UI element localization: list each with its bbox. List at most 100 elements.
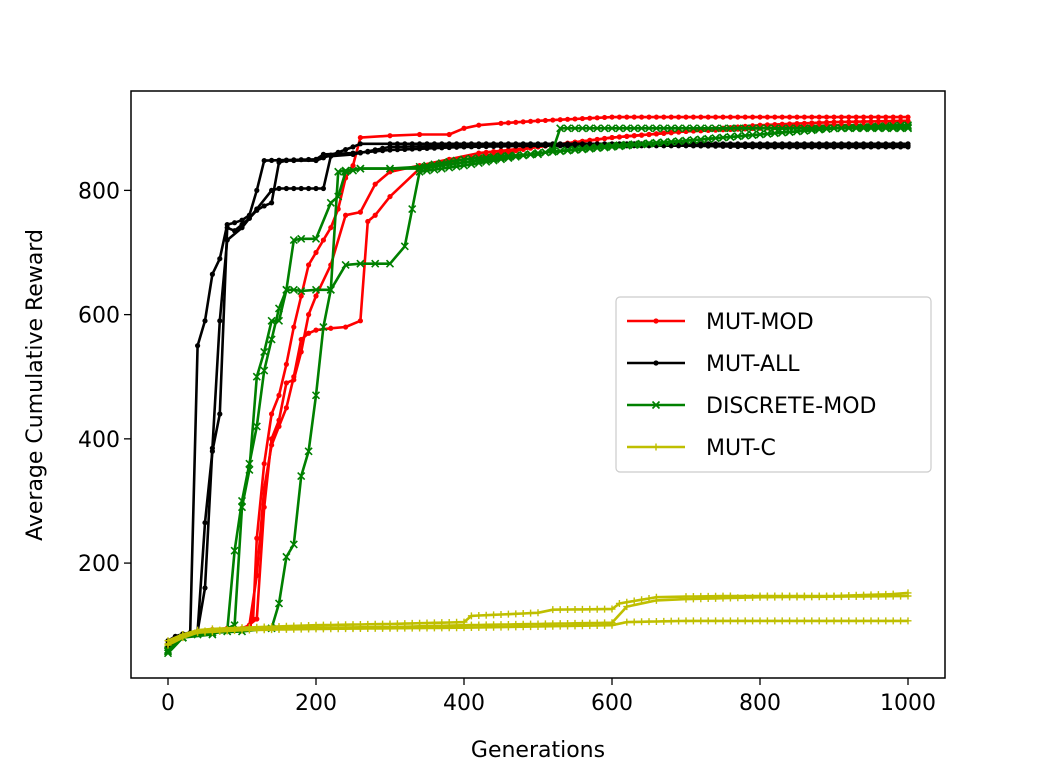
data-point <box>179 634 187 642</box>
data-point <box>837 124 846 133</box>
data-point <box>867 592 875 600</box>
data-point <box>276 392 282 398</box>
data-point <box>750 144 756 150</box>
data-point <box>794 114 800 120</box>
data-point <box>528 143 534 149</box>
data-point <box>283 157 289 164</box>
data-point <box>705 114 711 120</box>
legend-marker <box>651 400 661 410</box>
data-point <box>646 114 652 120</box>
data-point <box>556 147 565 156</box>
data-point <box>565 116 571 122</box>
data-point <box>513 119 519 125</box>
data-point <box>342 625 350 633</box>
data-point <box>311 391 321 400</box>
data-point <box>809 144 815 150</box>
data-point <box>372 181 378 187</box>
data-point <box>476 143 482 149</box>
data-point <box>674 124 683 133</box>
data-point <box>661 130 667 136</box>
data-point <box>749 617 757 625</box>
data-point <box>778 617 786 625</box>
data-point <box>779 144 785 150</box>
data-point <box>164 641 172 649</box>
x-tick-label: 200 <box>295 691 337 716</box>
data-point <box>571 605 579 613</box>
data-point <box>379 624 387 632</box>
data-point <box>587 115 593 121</box>
data-point <box>424 143 430 149</box>
data-point <box>446 143 452 149</box>
data-point <box>482 623 490 631</box>
data-point <box>815 125 824 134</box>
data-point <box>513 148 519 154</box>
data-point <box>770 129 779 138</box>
data-point <box>698 143 704 149</box>
data-point <box>726 124 735 133</box>
data-point <box>291 185 297 192</box>
y-tick-label: 400 <box>78 428 120 453</box>
data-point <box>889 592 897 600</box>
data-point <box>232 220 238 226</box>
data-point <box>778 128 787 137</box>
data-point <box>675 617 683 625</box>
x-tick-label: 800 <box>739 691 781 716</box>
data-point <box>313 327 319 333</box>
data-point <box>327 625 335 633</box>
data-point <box>557 117 563 123</box>
data-point <box>511 152 520 161</box>
legend-label: MUT-C <box>706 436 776 461</box>
plot-area-frame <box>130 90 946 679</box>
data-point <box>445 624 453 632</box>
data-point <box>431 143 437 149</box>
data-point <box>638 596 646 604</box>
data-point <box>313 293 319 299</box>
data-point <box>467 624 475 632</box>
data-point <box>772 114 778 120</box>
data-point <box>400 242 409 251</box>
data-point <box>513 143 519 149</box>
data-point <box>622 124 631 133</box>
data-point <box>238 626 246 634</box>
data-point <box>755 124 765 133</box>
data-point <box>682 617 690 625</box>
data-point <box>356 164 365 173</box>
data-point <box>430 624 438 632</box>
data-point <box>771 593 779 601</box>
data-point <box>542 117 549 124</box>
data-point <box>245 626 253 634</box>
data-point <box>874 123 883 132</box>
data-point <box>883 144 889 150</box>
data-point <box>460 624 468 632</box>
data-point <box>689 124 698 133</box>
data-point <box>793 593 801 601</box>
data-point <box>438 624 446 632</box>
data-point <box>289 540 298 549</box>
data-point <box>549 622 557 630</box>
data-point <box>372 212 378 218</box>
data-point <box>792 127 802 136</box>
data-point <box>815 593 823 601</box>
data-point <box>365 218 371 225</box>
data-point <box>637 124 646 133</box>
data-point <box>719 617 727 625</box>
data-point <box>489 156 498 165</box>
data-point <box>661 114 667 120</box>
data-point <box>275 626 283 634</box>
data-point <box>306 262 312 268</box>
data-point <box>274 316 284 325</box>
data-point <box>498 120 504 126</box>
data-point <box>535 143 541 149</box>
data-point <box>868 118 874 125</box>
data-point <box>733 124 742 133</box>
data-point <box>267 335 276 344</box>
data-point <box>223 627 231 635</box>
data-point <box>571 622 579 630</box>
legend-entry: MUT-ALL <box>627 352 800 377</box>
data-point <box>385 259 395 268</box>
data-point <box>889 617 897 625</box>
data-point <box>313 249 319 256</box>
data-point <box>237 503 247 512</box>
data-point <box>585 124 594 133</box>
data-point <box>616 134 623 140</box>
